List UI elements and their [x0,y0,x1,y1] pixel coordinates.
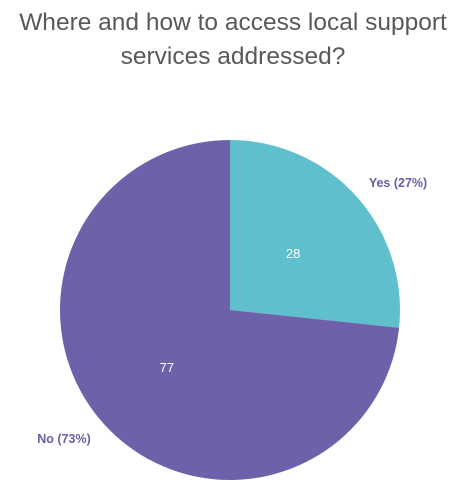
pie-slice-no [59,140,400,480]
category-label-yes: Yes (27%) [369,176,427,190]
data-label-no: 77 [160,360,174,375]
chart-title: Where and how to access local support se… [0,6,466,74]
chart-title-line-1: Where and how to access local support [19,9,447,36]
category-label-no: No (73%) [37,432,90,446]
data-label-yes: 28 [286,246,300,261]
chart-title-line-2: services addressed? [120,43,346,70]
pie-slice-yes [230,140,400,328]
